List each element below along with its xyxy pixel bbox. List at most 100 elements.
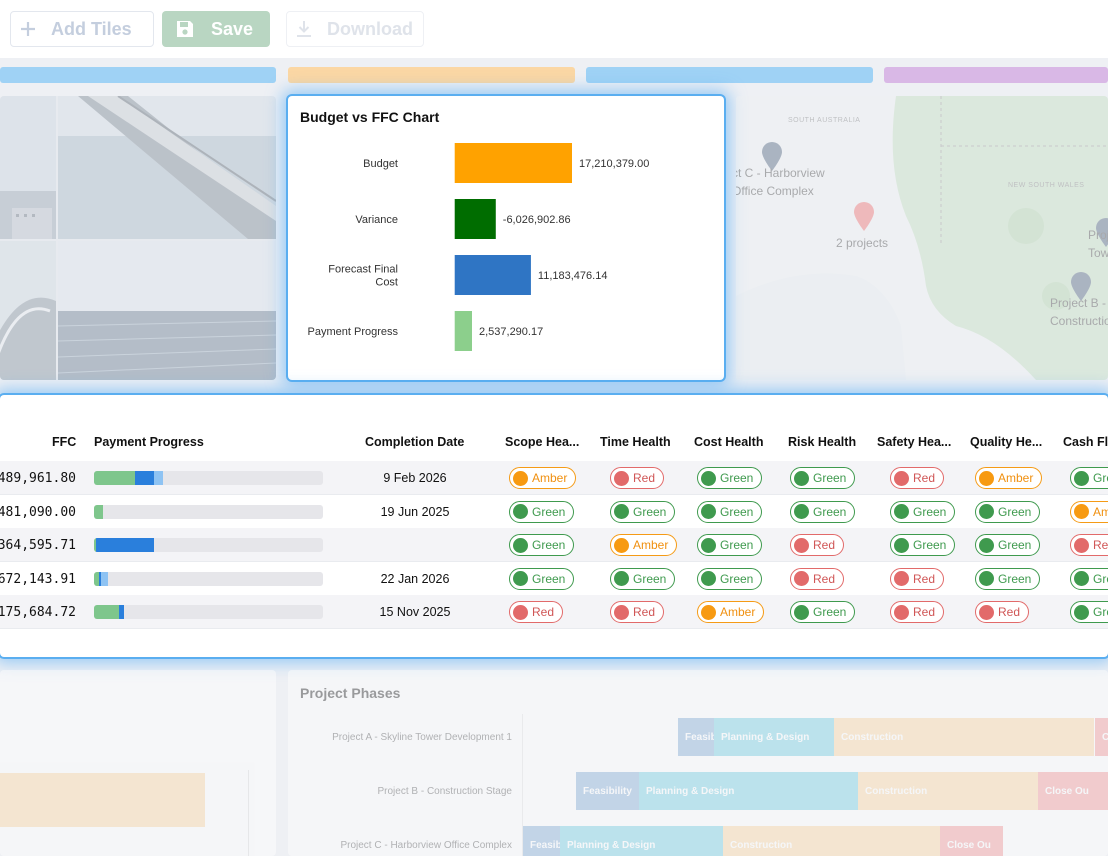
table-row[interactable]: 364,595.71 Green Amber Green Red Green Green Re… xyxy=(0,528,1108,562)
phase-bar[interactable]: Feasibility xyxy=(678,718,714,756)
health-status-badge[interactable]: Red xyxy=(890,467,945,489)
health-status-badge[interactable]: Amber xyxy=(697,601,765,623)
chart-bar[interactable] xyxy=(454,311,472,351)
column-header[interactable]: Payment Progress xyxy=(94,435,204,449)
project-phases-tile[interactable]: Project Phases Project A - Skyline Tower… xyxy=(288,670,1108,856)
save-label: Save xyxy=(211,18,254,39)
phase-bar[interactable]: Planning & Design xyxy=(714,718,834,756)
health-status-badge[interactable]: Green xyxy=(975,534,1041,556)
add-tiles-button[interactable]: Add Tiles xyxy=(10,11,154,47)
health-status-badge[interactable]: Green xyxy=(890,534,956,556)
phase-bar[interactable]: Construction xyxy=(834,718,1094,756)
payment-progress-bar xyxy=(94,571,323,586)
column-header[interactable]: Time Health xyxy=(600,435,671,449)
phase-bar[interactable]: Close Ou xyxy=(940,826,1003,856)
budget-ffc-chart-tile[interactable]: Budget vs FFC Chart 17,210,379.00 Budget -… xyxy=(288,96,724,380)
payment-progress-bar xyxy=(94,471,323,485)
health-status-badge[interactable]: Green xyxy=(509,500,575,523)
status-dot-icon xyxy=(794,604,809,620)
health-status-label: Green xyxy=(913,504,947,519)
column-header[interactable]: Risk Health xyxy=(788,435,857,449)
health-status-badge[interactable]: Green xyxy=(975,567,1041,590)
health-status-badge[interactable]: Green xyxy=(890,500,956,523)
health-status-badge[interactable]: Green xyxy=(1070,467,1108,489)
health-status-badge[interactable]: Amber xyxy=(509,467,577,489)
chart-bar[interactable] xyxy=(454,143,572,183)
map-marker-label: Office Complex xyxy=(736,184,814,198)
health-status-badge[interactable]: Red xyxy=(790,534,845,556)
phase-bar[interactable]: Planning & Design xyxy=(639,772,858,810)
status-dot-icon xyxy=(794,537,809,553)
gantt-grid-line xyxy=(522,714,523,856)
health-status-badge[interactable]: Red xyxy=(509,601,564,623)
table-row[interactable]: 481,090.00 19 Jun 2025 Green Green Green Gree… xyxy=(0,495,1108,529)
chart-bar[interactable] xyxy=(454,199,496,239)
phase-bar[interactable]: Construction xyxy=(858,772,1038,810)
table-row[interactable]: 672,143.91 22 Jan 2026 Green Green Green Red R… xyxy=(0,562,1108,596)
health-status-badge[interactable]: Green xyxy=(610,500,676,523)
health-status-badge[interactable]: Green xyxy=(1070,601,1108,623)
phase-bar[interactable]: Planning & Design xyxy=(560,826,723,856)
phase-bar[interactable]: Close Ou xyxy=(1038,772,1108,810)
map-pin-icon[interactable] xyxy=(1095,218,1108,248)
health-status-badge[interactable]: Red xyxy=(890,601,945,623)
column-header[interactable]: Completion Date xyxy=(365,435,465,449)
phase-bar[interactable]: C xyxy=(1095,718,1108,756)
chart-value-label: 17,210,379.00 xyxy=(579,158,649,170)
health-status-badge[interactable]: Green xyxy=(697,467,763,489)
health-status-badge[interactable]: Green xyxy=(790,467,856,489)
health-status-badge[interactable]: Green xyxy=(509,567,575,590)
status-dot-icon xyxy=(614,470,629,486)
photo-gallery-tile[interactable] xyxy=(0,96,276,380)
chart-bar[interactable] xyxy=(454,255,531,295)
column-header[interactable]: Safety Hea... xyxy=(877,435,952,449)
health-status-badge[interactable]: Green xyxy=(975,500,1041,523)
health-status-badge[interactable]: Green xyxy=(790,500,856,523)
status-dot-icon xyxy=(894,504,909,519)
progress-segment xyxy=(94,538,97,552)
health-status-badge[interactable]: Green xyxy=(697,567,763,590)
health-status-label: Green xyxy=(720,504,754,519)
map-pin-icon[interactable] xyxy=(1070,272,1092,302)
project-map-tile[interactable]: SOUTH AUSTRALIA NEW SOUTH WALES ct C - H… xyxy=(736,96,1108,380)
health-status-badge[interactable]: Green xyxy=(509,534,575,556)
health-status-badge[interactable]: Green xyxy=(697,500,763,523)
map-pin-icon[interactable] xyxy=(853,202,875,232)
phase-bar[interactable]: Construction xyxy=(723,826,940,856)
health-status-badge[interactable]: Green xyxy=(610,567,676,590)
health-status-badge[interactable]: Red xyxy=(1070,534,1108,556)
health-status-badge[interactable]: Amber xyxy=(975,467,1043,489)
table-row[interactable]: 489,961.80 9 Feb 2026 Amber Red Green Green Re… xyxy=(0,461,1108,495)
phase-bar[interactable]: Feasibility xyxy=(576,772,639,810)
health-status-badge[interactable]: Red xyxy=(890,567,945,590)
health-status-badge[interactable]: Red xyxy=(790,567,845,590)
ffc-value: 481,090.00 xyxy=(0,504,76,520)
health-status-label: Red xyxy=(633,471,656,485)
column-header[interactable]: FFC xyxy=(52,435,77,449)
health-status-badge[interactable]: Green xyxy=(697,534,763,556)
status-dot-icon xyxy=(794,571,809,586)
health-status-badge[interactable]: Amber xyxy=(610,534,678,556)
health-status-label: Amber xyxy=(720,605,756,619)
status-dot-icon xyxy=(894,604,909,620)
health-status-badge[interactable]: Red xyxy=(610,467,665,489)
health-status-badge[interactable]: Amber xyxy=(1070,500,1108,523)
column-header[interactable]: Cost Health xyxy=(694,435,764,449)
save-button[interactable]: Save xyxy=(162,11,270,47)
progress-segment xyxy=(94,571,99,586)
column-header[interactable]: Cash Fl... xyxy=(1063,435,1108,449)
health-status-badge[interactable]: Red xyxy=(610,601,665,623)
column-header[interactable]: Scope Hea... xyxy=(505,435,580,449)
tile-header-strip xyxy=(288,67,575,83)
progress-segment xyxy=(100,571,108,586)
table-row[interactable]: 175,684.72 15 Nov 2025 Red Red Amber Green Red… xyxy=(0,595,1108,629)
phase-bar[interactable]: Feasib xyxy=(523,826,560,856)
progress-segment xyxy=(98,571,101,586)
health-status-badge[interactable]: Red xyxy=(975,601,1030,623)
health-status-badge[interactable]: Green xyxy=(1070,567,1108,590)
download-button[interactable]: Download xyxy=(286,11,424,47)
map-pin-icon[interactable] xyxy=(761,142,783,172)
column-header[interactable]: Quality He... xyxy=(970,435,1043,449)
health-status-badge[interactable]: Green xyxy=(790,601,856,623)
bottom-left-tile[interactable] xyxy=(0,670,276,856)
